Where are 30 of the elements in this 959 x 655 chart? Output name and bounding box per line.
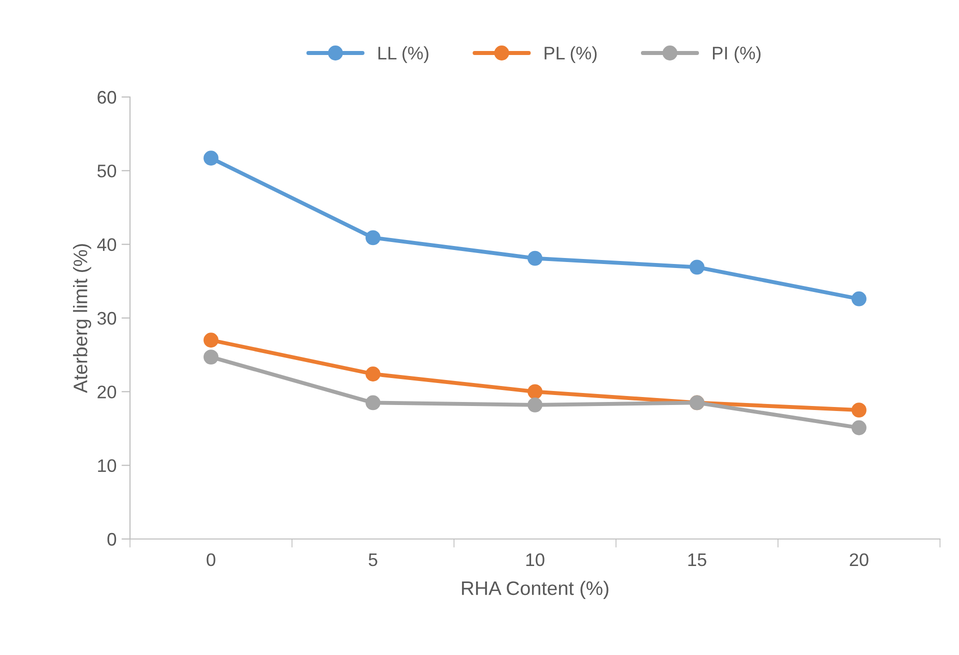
point [852, 291, 866, 306]
point [528, 397, 542, 412]
x-tick-label: 0 [206, 553, 216, 566]
point [690, 260, 704, 275]
point [366, 366, 380, 382]
y-tick-label: 0 [107, 532, 116, 546]
legend-label: PI (%) [712, 46, 761, 64]
y-tick-label: 60 [98, 90, 116, 104]
y-tick-label: 10 [98, 459, 116, 472]
point [366, 230, 380, 246]
x-tick-label: 15 [688, 554, 706, 566]
y-tick-label: 20 [98, 386, 116, 398]
x-tick-label: 10 [526, 553, 544, 566]
point [204, 150, 218, 166]
point [852, 420, 866, 436]
y-axis-title: Aterberg limit (%) [73, 244, 92, 394]
y-tick-label: 30 [97, 312, 116, 325]
legend-label: PL (%) [544, 46, 597, 64]
y-tick-label: 50 [97, 164, 116, 178]
point [204, 350, 218, 365]
x-tick-label: 20 [850, 553, 868, 566]
point [852, 402, 866, 418]
y-tick-label: 40 [97, 238, 116, 252]
legend-label: LL (%) [378, 46, 428, 64]
x-tick-label: 5 [368, 554, 378, 566]
point [528, 384, 542, 400]
point [528, 250, 542, 266]
point [366, 395, 380, 410]
x-axis-title: RHA Content (%) [462, 580, 608, 599]
point [204, 332, 218, 348]
